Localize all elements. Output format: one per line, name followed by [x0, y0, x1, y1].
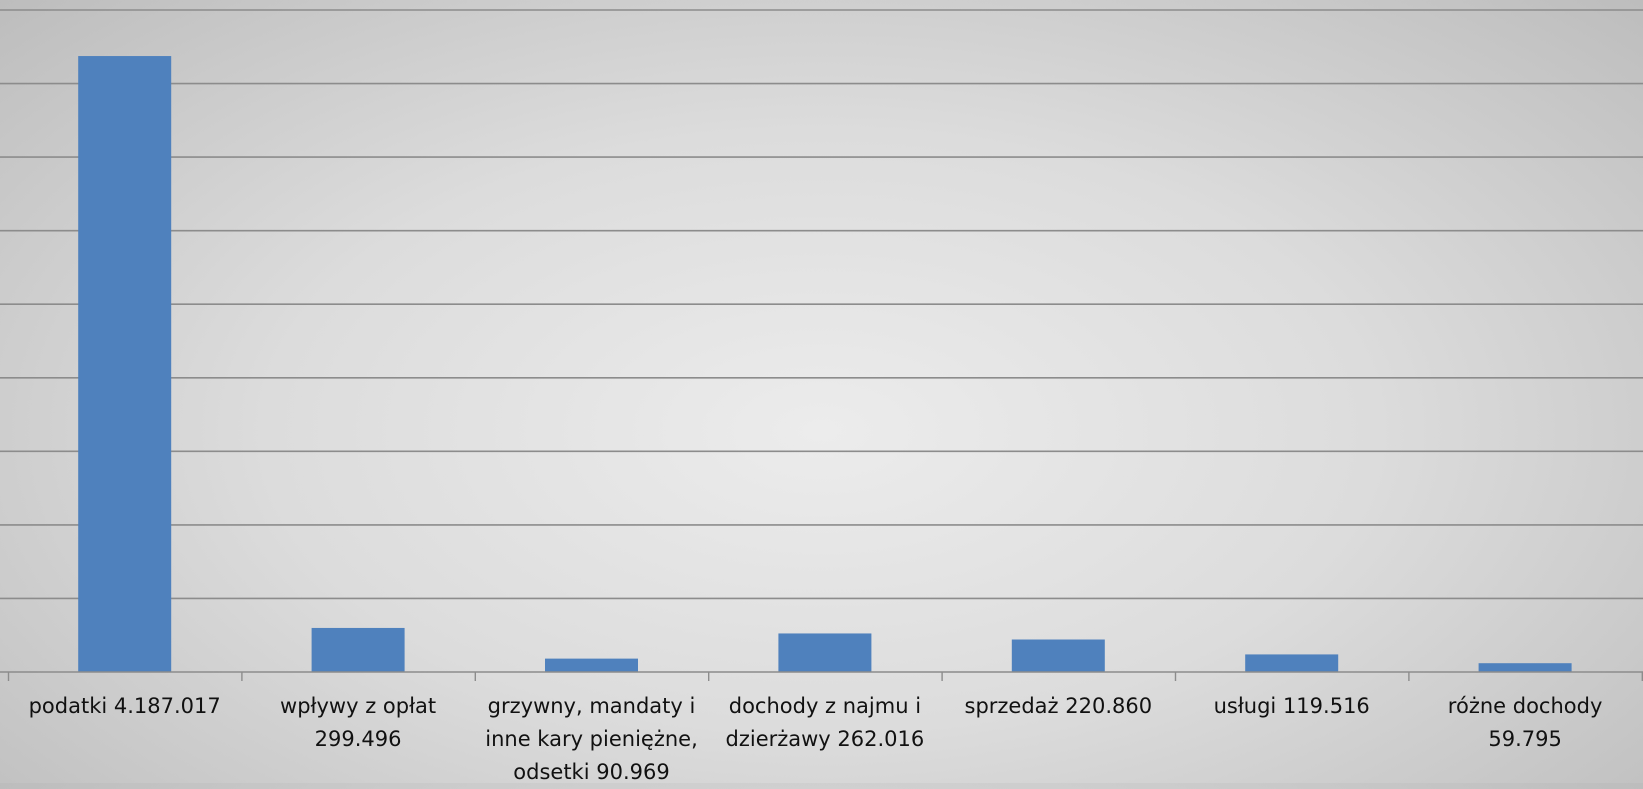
category-label-line: usługi 119.516: [1213, 694, 1370, 718]
category-label-line: sprzedaż 220.860: [964, 694, 1153, 718]
category-label-line: grzywny, mandaty i: [487, 694, 696, 718]
category-label-line: inne kary pieniężne,: [485, 727, 698, 751]
category-label-line: podatki 4.187.017: [28, 694, 221, 718]
category-label-line: odsetki 90.969: [513, 760, 670, 784]
category-label: grzywny, mandaty i inne kary pieniężne, od…: [481, 690, 703, 789]
category-label-line: dochody z najmu i: [728, 694, 922, 718]
category-label-line: 59.795: [1488, 727, 1562, 751]
bar[interactable]: [778, 633, 872, 672]
bar[interactable]: [1245, 654, 1339, 672]
category-label: usługi 119.516: [1181, 690, 1403, 723]
bar[interactable]: [1011, 639, 1105, 672]
bar[interactable]: [1478, 663, 1572, 672]
category-label-line: dzierżawy 262.016: [725, 727, 925, 751]
category-label: podatki 4.187.017: [14, 690, 236, 723]
bar[interactable]: [545, 658, 638, 672]
category-label: różne dochody 59.795: [1414, 690, 1636, 756]
bar[interactable]: [78, 56, 172, 673]
bar[interactable]: [311, 627, 405, 672]
category-label-line: wpływy z opłat: [280, 694, 437, 718]
category-label-line: różne dochody: [1447, 694, 1603, 718]
category-label: sprzedaż 220.860: [947, 690, 1169, 723]
category-label-line: 299.496: [314, 727, 402, 751]
category-label: dochody z najmu i dzierżawy 262.016: [714, 690, 936, 756]
category-label: wpływy z opłat 299.496: [247, 690, 469, 756]
